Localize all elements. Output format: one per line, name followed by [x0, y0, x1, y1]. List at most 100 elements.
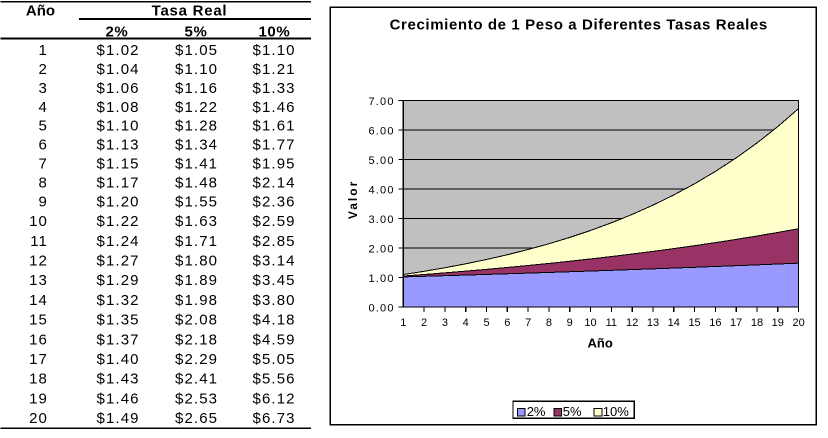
svg-text:$1.55: $1.55 — [175, 194, 218, 211]
svg-text:$1.95: $1.95 — [253, 156, 296, 173]
svg-text:$4.18: $4.18 — [253, 312, 296, 329]
svg-text:4: 4 — [39, 99, 48, 116]
svg-text:7: 7 — [525, 317, 531, 329]
svg-text:Valor: Valor — [346, 180, 360, 219]
svg-text:4.00: 4.00 — [368, 184, 394, 196]
svg-text:18: 18 — [29, 371, 48, 388]
svg-text:$1.35: $1.35 — [97, 312, 140, 329]
svg-text:$2.59: $2.59 — [253, 213, 296, 230]
svg-text:18: 18 — [751, 317, 763, 329]
svg-text:7: 7 — [39, 156, 48, 173]
svg-text:12: 12 — [626, 317, 638, 329]
svg-text:19: 19 — [29, 390, 48, 407]
svg-text:$2.08: $2.08 — [175, 312, 218, 329]
svg-text:$1.28: $1.28 — [175, 118, 218, 135]
svg-text:$1.17: $1.17 — [97, 175, 140, 192]
svg-text:$1.63: $1.63 — [175, 213, 218, 230]
svg-text:$1.98: $1.98 — [175, 292, 218, 309]
svg-text:$1.71: $1.71 — [175, 233, 218, 250]
svg-text:$2.18: $2.18 — [175, 331, 218, 348]
svg-text:14: 14 — [29, 292, 48, 309]
svg-text:$1.29: $1.29 — [97, 272, 140, 289]
svg-text:$1.08: $1.08 — [97, 99, 140, 116]
svg-text:$1.24: $1.24 — [97, 233, 140, 250]
svg-text:Año: Año — [588, 335, 613, 350]
svg-text:2%: 2% — [105, 24, 128, 41]
svg-text:2: 2 — [39, 61, 48, 78]
svg-text:8: 8 — [546, 317, 552, 329]
svg-text:$1.27: $1.27 — [97, 253, 140, 270]
svg-text:$1.33: $1.33 — [253, 80, 296, 97]
svg-text:$1.46: $1.46 — [253, 99, 296, 116]
svg-text:5: 5 — [39, 118, 48, 135]
svg-text:2: 2 — [421, 317, 427, 329]
svg-text:11: 11 — [30, 233, 48, 250]
svg-text:17: 17 — [29, 351, 48, 368]
svg-text:$1.06: $1.06 — [97, 80, 140, 97]
svg-text:16: 16 — [709, 317, 721, 329]
svg-text:1: 1 — [400, 317, 406, 329]
svg-text:$1.80: $1.80 — [175, 253, 218, 270]
svg-text:4: 4 — [463, 317, 469, 329]
svg-text:20: 20 — [792, 317, 804, 329]
svg-text:1.00: 1.00 — [368, 273, 394, 285]
svg-text:$1.40: $1.40 — [97, 351, 140, 368]
svg-text:$4.59: $4.59 — [253, 331, 296, 348]
svg-text:$6.73: $6.73 — [253, 410, 296, 427]
svg-text:12: 12 — [29, 253, 48, 270]
svg-text:$1.46: $1.46 — [97, 390, 140, 407]
svg-text:$3.80: $3.80 — [253, 292, 296, 309]
svg-text:5%: 5% — [185, 24, 208, 41]
svg-text:$1.61: $1.61 — [253, 118, 296, 135]
svg-text:5%: 5% — [563, 404, 582, 419]
svg-text:$2.53: $2.53 — [175, 390, 218, 407]
svg-text:$6.12: $6.12 — [253, 390, 296, 407]
svg-text:9: 9 — [39, 194, 48, 211]
svg-text:2%: 2% — [527, 404, 546, 419]
svg-text:9: 9 — [567, 317, 573, 329]
svg-text:$5.05: $5.05 — [253, 351, 296, 368]
svg-text:20: 20 — [29, 410, 48, 427]
svg-text:0.00: 0.00 — [368, 302, 394, 314]
svg-text:$2.29: $2.29 — [175, 351, 218, 368]
svg-text:$1.10: $1.10 — [97, 118, 140, 135]
svg-text:$1.49: $1.49 — [97, 410, 140, 427]
svg-text:$2.36: $2.36 — [253, 194, 296, 211]
svg-text:$1.21: $1.21 — [253, 61, 296, 78]
svg-text:$2.65: $2.65 — [175, 410, 218, 427]
svg-text:$1.32: $1.32 — [97, 292, 140, 309]
svg-text:15: 15 — [29, 312, 48, 329]
svg-text:17: 17 — [730, 317, 742, 329]
svg-text:$3.14: $3.14 — [253, 253, 296, 270]
svg-text:$1.04: $1.04 — [97, 61, 140, 78]
svg-text:6.00: 6.00 — [368, 125, 394, 137]
svg-text:10%: 10% — [603, 404, 629, 419]
svg-text:$1.02: $1.02 — [97, 42, 140, 59]
svg-text:$2.85: $2.85 — [253, 233, 296, 250]
svg-text:$1.15: $1.15 — [97, 156, 140, 173]
svg-text:1: 1 — [39, 42, 48, 59]
svg-text:8: 8 — [39, 175, 48, 192]
svg-text:$1.16: $1.16 — [175, 80, 218, 97]
svg-text:$1.48: $1.48 — [175, 175, 218, 192]
svg-text:$2.41: $2.41 — [175, 371, 218, 388]
svg-text:2.00: 2.00 — [368, 243, 394, 255]
svg-text:$2.14: $2.14 — [253, 175, 296, 192]
svg-text:$1.05: $1.05 — [175, 42, 218, 59]
svg-text:Año: Año — [26, 3, 55, 20]
svg-text:7.00: 7.00 — [368, 96, 394, 108]
svg-text:11: 11 — [606, 317, 617, 329]
svg-text:13: 13 — [29, 272, 48, 289]
svg-text:5: 5 — [483, 317, 489, 329]
svg-text:$1.22: $1.22 — [175, 99, 218, 116]
svg-text:$3.45: $3.45 — [253, 272, 296, 289]
svg-text:$1.13: $1.13 — [97, 137, 140, 154]
svg-text:5.00: 5.00 — [368, 155, 394, 167]
svg-text:3.00: 3.00 — [368, 214, 394, 226]
svg-text:$1.20: $1.20 — [97, 194, 140, 211]
svg-text:$1.43: $1.43 — [97, 371, 140, 388]
svg-text:$1.41: $1.41 — [175, 156, 218, 173]
svg-text:$1.10: $1.10 — [253, 42, 296, 59]
svg-text:3: 3 — [442, 317, 448, 329]
svg-text:$1.89: $1.89 — [175, 272, 218, 289]
